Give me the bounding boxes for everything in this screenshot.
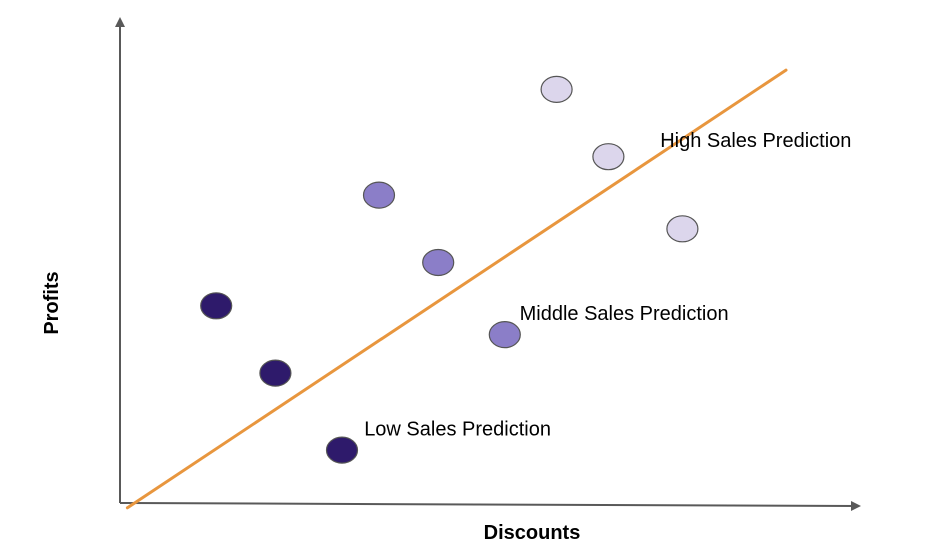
y-axis-label: Profits bbox=[41, 271, 63, 334]
annotation-label: Middle Sales Prediction bbox=[520, 303, 729, 325]
annotation-label: Low Sales Prediction bbox=[364, 419, 551, 441]
data-point-middle bbox=[362, 181, 396, 209]
x-axis bbox=[119, 500, 861, 511]
data-point-middle bbox=[422, 248, 455, 277]
data-point-low bbox=[259, 359, 292, 387]
data-point-high bbox=[540, 75, 573, 103]
annotation-label: High Sales Prediction bbox=[660, 130, 851, 152]
data-point-low bbox=[325, 436, 359, 464]
data-point-middle bbox=[488, 321, 521, 349]
trend-line bbox=[125, 68, 788, 510]
x-axis-label: Discounts bbox=[484, 522, 581, 544]
data-point-high bbox=[592, 143, 625, 171]
data-point-high bbox=[666, 215, 699, 243]
data-point-low bbox=[200, 292, 233, 320]
